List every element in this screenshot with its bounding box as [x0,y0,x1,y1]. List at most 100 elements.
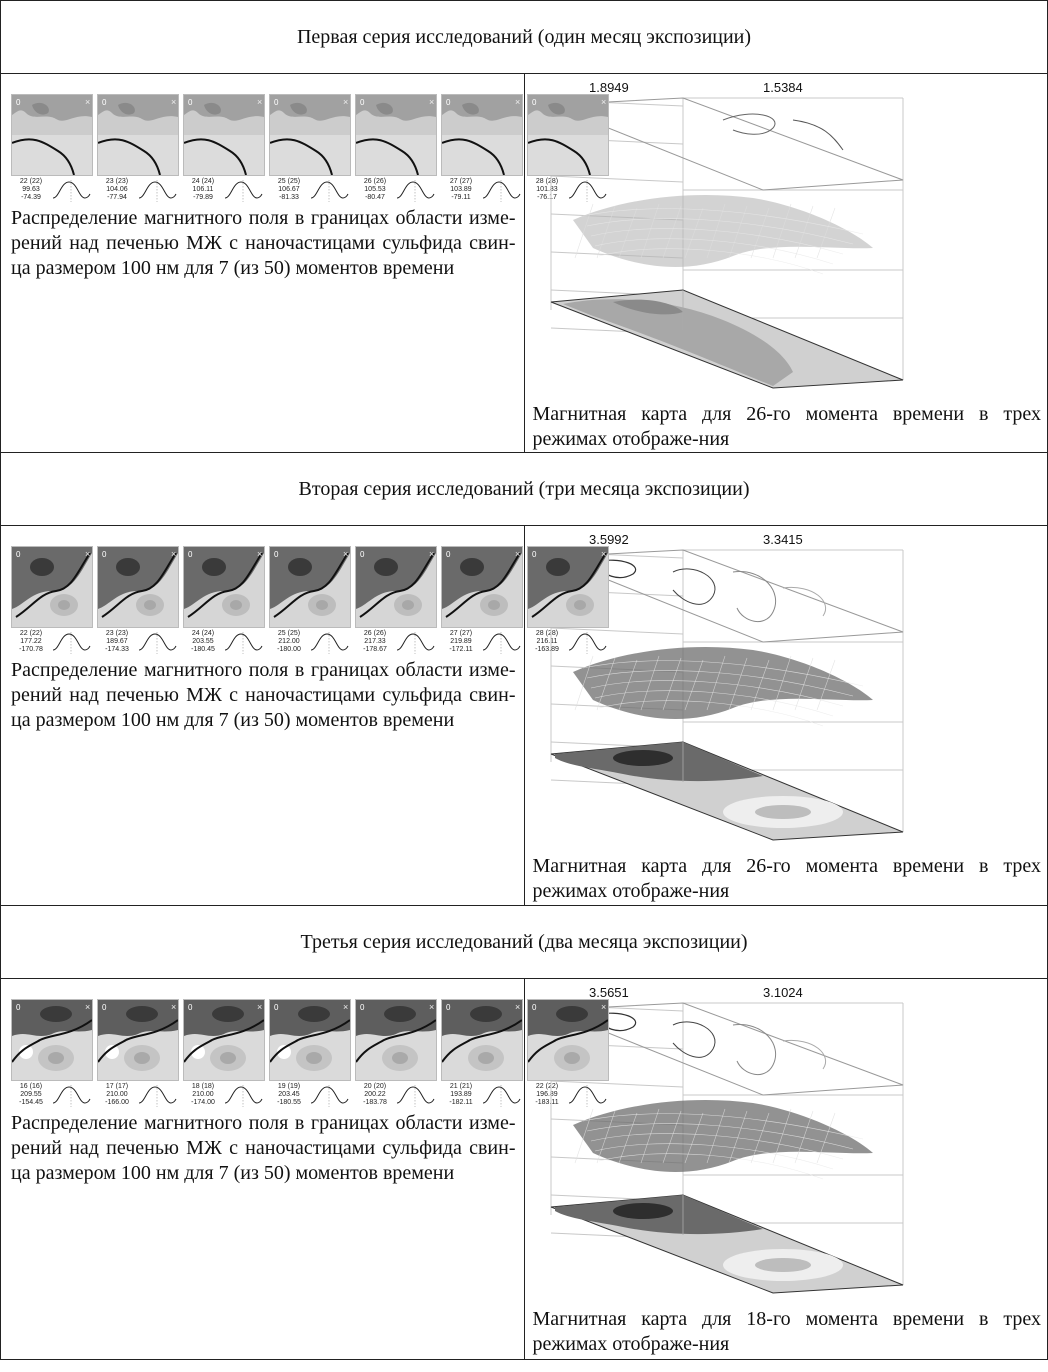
svg-text:0: 0 [188,98,193,107]
svg-text:×: × [601,97,606,107]
mini-map-min: -80.47 [365,194,385,201]
mini-map-waveform [395,1083,435,1109]
mini-map-id: 27 (27) [449,178,473,185]
mini-map: 0 × 25 (25) 212.00 -180.00 [269,546,351,656]
mini-map-id: 22 (22) [19,630,43,637]
svg-text:0: 0 [532,98,537,107]
mini-map-max: 217.33 [364,638,386,645]
mini-map-contour-image: 0 × [183,999,265,1081]
mini-map: 0 × 22 (22) 196.89 -183.11 [527,999,609,1109]
mini-map-waveform [137,178,177,204]
mini-map-contour-image: 0 × [97,94,179,176]
mini-map: 0 × 28 (28) 101.83 -76.17 [527,94,609,204]
svg-text:0: 0 [102,98,107,107]
series-2-3d-magnetic-map: 3.5992 3.3415 [533,532,921,852]
mini-map-waveform [567,1083,607,1109]
mini-map-max: 106.67 [278,186,300,193]
mini-map-values: 24 (24) 106.11 -79.89 [183,178,223,204]
mini-map-max: 196.89 [536,1091,558,1098]
plot-label-right: 3.1024 [763,985,803,1000]
svg-text:×: × [515,549,520,559]
mini-map-contour-image: 0 × [527,546,609,628]
mini-map-max: 210.00 [192,1091,214,1098]
mini-map-id: 19 (19) [277,1083,301,1090]
svg-text:×: × [171,1002,176,1012]
series-3-map-strip: 0 × 16 (16) 209.55 -154.45 0 × 17 (17) 210.00 -16… [11,999,609,1109]
mini-map-waveform [51,1083,91,1109]
svg-text:×: × [429,549,434,559]
mini-map-waveform [395,630,435,656]
mini-map-max: 177.22 [20,638,42,645]
series-3-left-cell: 0 × 16 (16) 209.55 -154.45 0 × 17 (17) 210.00 -16… [0,978,609,1360]
mini-map-contour-image: 0 × [11,546,93,628]
mini-map: 0 × 17 (17) 210.00 -166.00 [97,999,179,1109]
mini-map: 0 × 23 (23) 189.67 -174.33 [97,546,179,656]
mini-map-id: 18 (18) [191,1083,215,1090]
mini-map-waveform [309,630,349,656]
series-1-header: Первая серия исследований (один месяц эк… [0,0,1048,74]
mini-map-contour-image: 0 × [97,999,179,1081]
svg-text:×: × [257,1002,262,1012]
mini-map-waveform [223,630,263,656]
mini-map-waveform [51,178,91,204]
svg-text:0: 0 [188,1003,193,1012]
mini-map-waveform [567,630,607,656]
mini-map-values: 25 (25) 106.67 -81.33 [269,178,309,204]
series-2-left-caption: Распределение магнитного поля в границах… [11,659,516,731]
mini-map: 0 × 26 (26) 217.33 -178.67 [355,546,437,656]
mini-map-min: -154.45 [19,1099,43,1106]
mini-map-contour-image: 0 × [355,999,437,1081]
mini-map-id: 24 (24) [191,178,215,185]
mini-map-min: -76.17 [537,194,557,201]
mini-map-min: -79.11 [451,194,471,201]
series-1-3d-magnetic-map: 1.8949 1.5384 [533,80,921,400]
plot-label-left: 3.5651 [589,985,629,1000]
mini-map-min: -180.45 [191,646,215,653]
mini-map-id: 24 (24) [191,630,215,637]
mini-map-id: 22 (22) [19,178,43,185]
mini-map-id: 27 (27) [449,630,473,637]
mini-map-waveform [137,630,177,656]
mini-map: 0 × 21 (21) 193.89 -182.11 [441,999,523,1109]
mini-map-waveform [481,1083,521,1109]
svg-text:×: × [343,97,348,107]
mini-map-max: 210.00 [106,1091,128,1098]
svg-text:×: × [85,97,90,107]
svg-text:0: 0 [446,1003,451,1012]
plot-label-right: 3.3415 [763,532,803,547]
svg-text:×: × [515,1002,520,1012]
series-2-header: Вторая серия исследований (три месяца эк… [0,452,1048,526]
svg-text:×: × [429,1002,434,1012]
mini-map: 0 × 22 (22) 99.63 -74.39 [11,94,93,204]
mini-map: 0 × 27 (27) 103.89 -79.11 [441,94,523,204]
series-2-map-strip: 0 × 22 (22) 177.22 -170.78 0 × 23 (23) 189.67 -17… [11,546,609,656]
mini-map-contour-image: 0 × [441,999,523,1081]
mini-map-max: 101.83 [536,186,558,193]
mini-map-min: -180.55 [277,1099,301,1106]
svg-text:×: × [257,97,262,107]
mini-map: 0 × 24 (24) 106.11 -79.89 [183,94,265,204]
mini-map-waveform [223,1083,263,1109]
series-2-right-cell: 3.5992 3.3415 Магнитная карта для 26-го м… [523,525,1048,906]
svg-text:×: × [343,1002,348,1012]
mini-map-contour-image: 0 × [183,546,265,628]
plot-label-left: 3.5992 [589,532,629,547]
mini-map-contour-image: 0 × [527,94,609,176]
mini-map-id: 22 (22) [535,1083,559,1090]
svg-text:0: 0 [446,550,451,559]
mini-map-id: 23 (23) [105,178,129,185]
mini-map-min: -178.67 [363,646,387,653]
mini-map-id: 25 (25) [277,178,301,185]
mini-map-max: 106.11 [192,186,214,193]
mini-map-max: 189.67 [106,638,128,645]
mini-map-max: 105.53 [364,186,386,193]
svg-text:×: × [85,1002,90,1012]
svg-text:×: × [257,549,262,559]
mini-map-id: 28 (28) [535,630,559,637]
mini-map-id: 28 (28) [535,178,559,185]
mini-map-values: 27 (27) 103.89 -79.11 [441,178,481,204]
mini-map: 0 × 22 (22) 177.22 -170.78 [11,546,93,656]
mini-map-min: -77.94 [107,194,127,201]
svg-text:0: 0 [16,98,21,107]
